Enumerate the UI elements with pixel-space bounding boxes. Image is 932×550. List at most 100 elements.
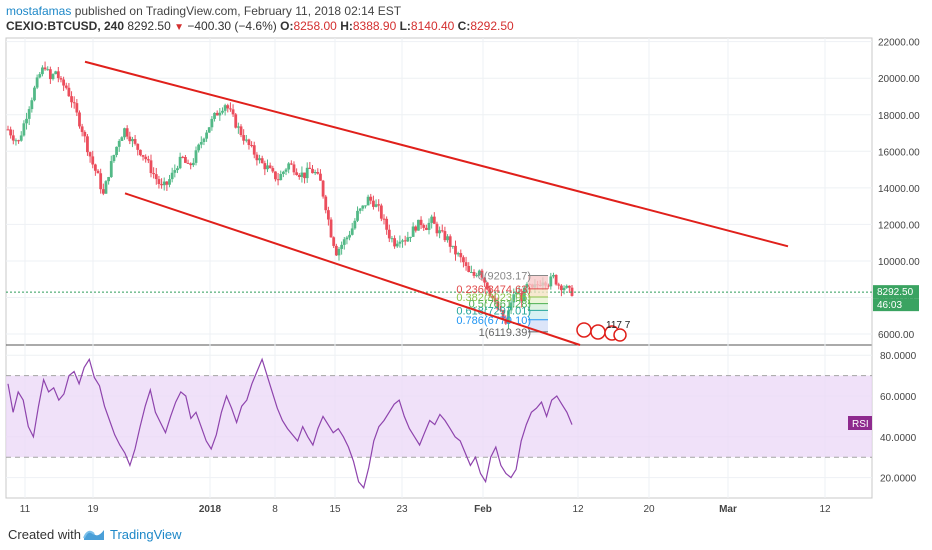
candle[interactable] [459,249,463,263]
candle[interactable] [279,170,283,181]
candle[interactable] [350,222,354,236]
candle[interactable] [477,269,481,277]
candle[interactable] [281,170,285,178]
candle[interactable] [329,217,333,238]
candle[interactable] [83,130,87,143]
candle[interactable] [324,194,328,214]
candle[interactable] [67,83,71,97]
candle[interactable] [514,287,518,299]
candle[interactable] [152,167,156,179]
candle[interactable] [422,223,426,231]
candle[interactable] [475,272,479,278]
candle[interactable] [303,172,306,184]
candle[interactable] [266,159,269,173]
rsi-line[interactable] [7,357,573,490]
candle[interactable] [554,274,558,286]
candle[interactable] [149,154,153,178]
candle[interactable] [567,285,571,293]
candle[interactable] [403,235,407,246]
candle[interactable] [440,224,444,233]
candle[interactable] [372,195,375,210]
candle[interactable] [443,226,447,243]
tradingview-brand[interactable]: TradingView [110,527,182,542]
events-markers[interactable]: 117 7 [576,320,631,342]
candle[interactable] [41,65,44,77]
candle[interactable] [88,151,92,163]
candle[interactable] [379,203,383,222]
candle[interactable] [144,154,148,163]
candle[interactable] [123,127,126,140]
candle[interactable] [244,134,248,143]
candle[interactable] [525,282,529,292]
candle[interactable] [313,169,317,176]
candle[interactable] [287,162,291,174]
candle[interactable] [22,120,26,137]
candle[interactable] [191,158,195,168]
candle[interactable] [462,255,465,268]
candle[interactable] [93,163,97,176]
channel-upper-line[interactable] [84,60,789,248]
candle[interactable] [78,110,81,129]
candle[interactable] [464,256,468,271]
candle[interactable] [260,155,264,164]
candle[interactable] [499,305,502,312]
candle[interactable] [194,146,198,166]
candle[interactable] [168,174,171,188]
candle[interactable] [488,285,492,298]
candle[interactable] [231,104,235,117]
candle[interactable] [51,73,55,81]
candle[interactable] [406,231,410,242]
candle[interactable] [165,181,169,191]
candle[interactable] [448,234,452,253]
candle[interactable] [438,226,442,239]
candle[interactable] [162,177,166,191]
candle[interactable] [467,262,471,273]
candle[interactable] [414,225,418,233]
candle[interactable] [319,169,322,181]
candle[interactable] [199,136,203,149]
fibonacci-retracement[interactable]: 0(9203.17)0.236(8474.63)0.382(8023.96)0.… [456,271,548,339]
candle[interactable] [178,152,182,170]
candle[interactable] [128,131,132,145]
candle[interactable] [17,139,20,144]
candle[interactable] [112,154,116,163]
symbol-label[interactable]: CEXIO:BTCUSD, 240 [6,19,125,33]
candle[interactable] [62,76,66,91]
candle[interactable] [451,245,455,249]
candle[interactable] [56,66,60,83]
candle[interactable] [14,138,18,146]
candle[interactable] [560,284,563,297]
candle[interactable] [549,272,553,290]
candle[interactable] [565,284,569,289]
event-flag-icon[interactable] [590,324,606,340]
candle[interactable] [189,162,193,170]
candle[interactable] [229,102,232,112]
candlestick-series[interactable] [6,61,872,330]
candle[interactable] [305,162,309,183]
candle[interactable] [117,139,121,152]
candle[interactable] [239,124,243,138]
candle[interactable] [485,282,489,291]
candle[interactable] [101,183,105,196]
candle[interactable] [340,241,344,255]
candle[interactable] [446,234,449,243]
candle[interactable] [512,288,516,308]
event-flag-icon[interactable] [613,328,627,342]
candle[interactable] [35,74,39,90]
candle[interactable] [271,165,275,174]
candle[interactable] [99,168,103,194]
candle[interactable] [522,285,526,302]
candle[interactable] [207,127,211,133]
candle[interactable] [411,222,415,237]
candle[interactable] [356,206,359,223]
candle[interactable] [6,125,10,131]
channel-lower-line[interactable] [124,192,581,346]
candle[interactable] [154,167,158,185]
candle[interactable] [491,295,494,303]
candle[interactable] [218,108,222,121]
candle[interactable] [493,292,497,305]
candle[interactable] [332,236,336,249]
candle[interactable] [173,164,177,178]
candle[interactable] [398,235,402,248]
candle[interactable] [48,66,52,84]
